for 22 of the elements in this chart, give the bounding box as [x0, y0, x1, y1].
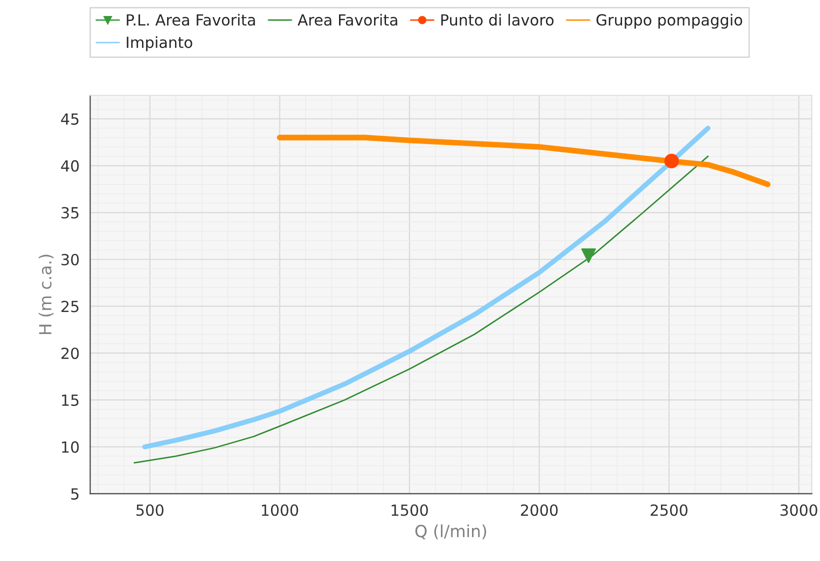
legend-label: Area Favorita [298, 14, 398, 26]
x-tick-label: 2500 [650, 504, 688, 516]
y-tick-label: 40 [61, 160, 79, 172]
y-tick-label: 5 [71, 488, 78, 500]
x-tick-label: 2000 [520, 504, 558, 516]
y-tick-label: 10 [62, 441, 79, 453]
x-tick-label: 1000 [262, 504, 298, 516]
y-tick-label: 35 [62, 206, 78, 219]
legend-label: P.L. Area Favorita [126, 14, 255, 26]
x-axis-title: Q (l/min) [415, 524, 486, 540]
x-tick-label: 3000 [780, 504, 818, 516]
legend-label: Impianto [126, 36, 192, 52]
y-tick-label: 20 [61, 348, 79, 360]
legend-label: Gruppo pompaggio [596, 14, 742, 29]
y-tick-label: 45 [61, 113, 78, 125]
legend-label: Punto di lavoro [441, 14, 554, 26]
x-tick-label: 1500 [392, 504, 428, 516]
y-axis-title: H (m c.a.) [38, 254, 54, 334]
x-tick-label: 500 [136, 504, 164, 516]
y-tick-label: 25 [61, 300, 78, 312]
y-tick-label: 30 [62, 254, 79, 266]
y-tick-label: 15 [62, 394, 78, 406]
